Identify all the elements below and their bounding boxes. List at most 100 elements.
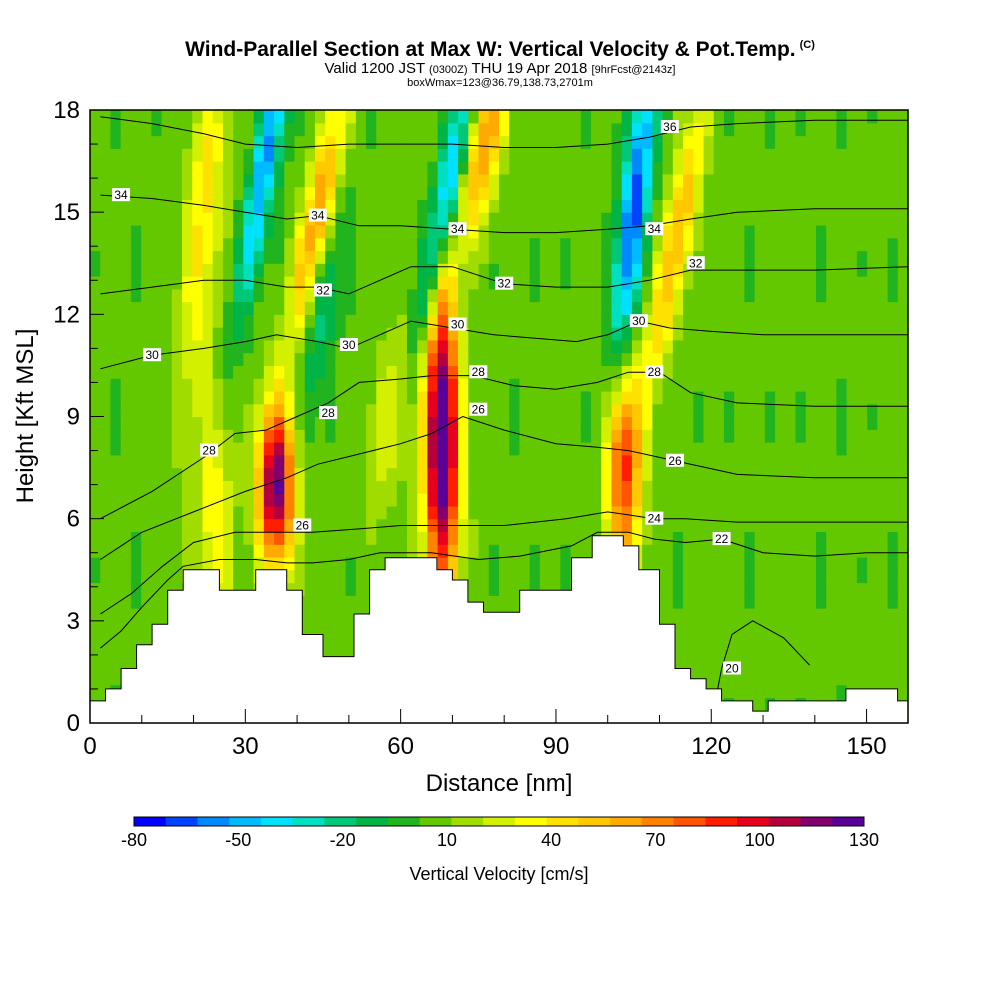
- velocity-cell: [580, 505, 592, 520]
- velocity-cell: [222, 531, 234, 545]
- velocity-cell: [795, 544, 807, 558]
- velocity-cell: [775, 301, 786, 315]
- velocity-cell: [785, 416, 797, 430]
- velocity-cell: [621, 110, 633, 124]
- velocity-cell: [335, 327, 347, 341]
- velocity-cell: [846, 135, 858, 149]
- velocity-cell: [785, 493, 797, 507]
- velocity-cell: [580, 250, 592, 264]
- velocity-cell: [110, 595, 122, 609]
- velocity-cell: [212, 276, 224, 290]
- velocity-cell: [406, 442, 418, 456]
- velocity-cell: [447, 505, 459, 520]
- velocity-cell: [406, 250, 418, 264]
- velocity-cell: [294, 352, 306, 367]
- velocity-cell: [304, 608, 316, 622]
- velocity-cell: [447, 390, 459, 405]
- velocity-cell: [601, 148, 613, 162]
- velocity-cell: [335, 224, 347, 239]
- velocity-cell: [233, 250, 244, 264]
- velocity-cell: [130, 608, 142, 622]
- velocity-cell: [161, 403, 173, 418]
- velocity-cell: [805, 339, 817, 354]
- velocity-cell: [856, 122, 868, 137]
- velocity-cell: [182, 505, 193, 520]
- velocity-cell: [120, 403, 132, 418]
- velocity-cell: [723, 505, 735, 520]
- velocity-cell: [662, 442, 674, 456]
- velocity-cell: [785, 186, 797, 200]
- velocity-cell: [335, 556, 347, 571]
- velocity-cell: [406, 161, 418, 175]
- velocity-cell: [580, 339, 592, 354]
- velocity-cell: [253, 314, 265, 328]
- velocity-cell: [764, 365, 776, 379]
- velocity-cell: [171, 237, 183, 252]
- velocity-cell: [672, 442, 684, 456]
- velocity-cell: [130, 595, 142, 609]
- velocity-cell: [723, 314, 735, 328]
- velocity-cell: [744, 454, 756, 469]
- velocity-cell: [519, 276, 531, 290]
- velocity-cell: [151, 365, 163, 379]
- velocity-cell: [233, 288, 244, 303]
- velocity-cell: [795, 237, 807, 252]
- velocity-cell: [550, 480, 561, 494]
- velocity-cell: [396, 442, 408, 456]
- velocity-cell: [314, 569, 326, 584]
- velocity-cell: [488, 442, 500, 456]
- velocity-cell: [867, 646, 878, 660]
- velocity-cell: [877, 148, 889, 162]
- velocity-cell: [284, 199, 296, 213]
- velocity-cell: [764, 595, 776, 609]
- velocity-cell: [100, 250, 112, 264]
- velocity-cell: [335, 148, 347, 162]
- velocity-cell: [110, 493, 122, 507]
- velocity-cell: [580, 442, 592, 456]
- velocity-cell: [601, 442, 613, 456]
- velocity-cell: [182, 288, 193, 303]
- velocity-cell: [642, 467, 653, 481]
- velocity-cell: [826, 173, 838, 188]
- velocity-cell: [468, 442, 480, 456]
- velocity-cell: [304, 480, 316, 494]
- velocity-cell: [314, 250, 326, 264]
- velocity-cell: [437, 454, 449, 469]
- velocity-cell: [437, 365, 449, 379]
- velocity-cell: [284, 454, 296, 469]
- velocity-cell: [550, 186, 561, 200]
- velocity-cell: [161, 365, 173, 379]
- velocity-cell: [877, 620, 889, 635]
- velocity-cell: [458, 237, 469, 252]
- velocity-cell: [662, 416, 674, 430]
- velocity-cell: [192, 531, 204, 545]
- velocity-cell: [294, 276, 306, 290]
- velocity-cell: [233, 378, 244, 392]
- velocity-cell: [867, 378, 878, 392]
- velocity-cell: [161, 505, 173, 520]
- velocity-cell: [417, 454, 429, 469]
- velocity-cell: [335, 454, 347, 469]
- velocity-cell: [314, 480, 326, 494]
- velocity-cell: [897, 505, 909, 520]
- velocity-cell: [253, 378, 265, 392]
- velocity-cell: [560, 135, 572, 149]
- velocity-cell: [110, 467, 122, 481]
- velocity-cell: [815, 646, 827, 660]
- velocity-cell: [314, 110, 326, 124]
- velocity-cell: [100, 224, 112, 239]
- contour-label: 28: [469, 365, 488, 379]
- velocity-cell: [887, 620, 899, 635]
- velocity-cell: [652, 518, 664, 533]
- velocity-cell: [826, 467, 838, 481]
- velocity-cell: [693, 327, 705, 341]
- velocity-cell: [601, 122, 613, 137]
- velocity-cell: [141, 544, 152, 558]
- velocity-cell: [90, 582, 101, 596]
- velocity-cell: [601, 288, 613, 303]
- velocity-cell: [304, 250, 316, 264]
- velocity-cell: [856, 390, 868, 405]
- velocity-cell: [897, 224, 909, 239]
- velocity-cell: [805, 110, 817, 124]
- velocity-cell: [805, 250, 817, 264]
